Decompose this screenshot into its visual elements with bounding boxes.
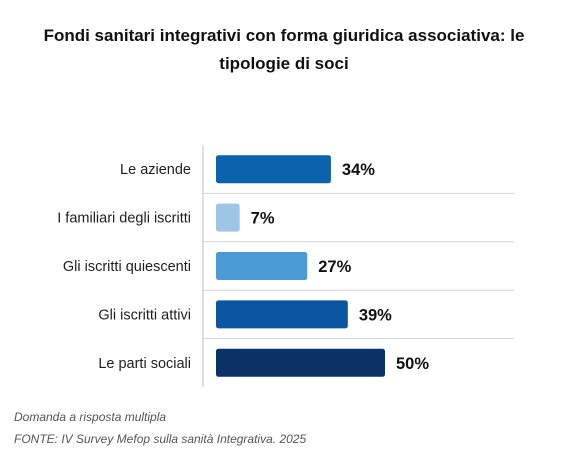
value-label: 27% [318,258,351,276]
category-label: I familiari degli iscritti [57,211,191,227]
chart-source: FONTE: IV Survey Mefop sulla sanità Inte… [14,432,307,446]
bar [216,348,385,377]
bar [216,300,348,329]
chart-note: Domanda a risposta multipla [14,410,167,424]
value-label: 34% [342,161,375,179]
bar-chart: Le aziende 34% I familiari degli iscritti 7… [57,145,514,387]
bar [216,252,308,280]
chart-title: Fondi sanitari integrativi con forma giu… [43,26,525,73]
bar [216,155,331,184]
chart-rows: Le aziende 34% I familiari degli iscritti 7… [57,155,429,377]
category-label: Gli iscritti attivi [98,307,191,323]
value-label: 50% [396,355,429,373]
category-label: Le parti sociali [98,356,191,372]
value-label: 7% [251,210,275,228]
category-label: Gli iscritti quiescenti [63,259,191,275]
row-separators [203,192,514,340]
bar [216,203,240,232]
value-label: 39% [359,306,392,324]
category-label: Le aziende [120,162,191,178]
